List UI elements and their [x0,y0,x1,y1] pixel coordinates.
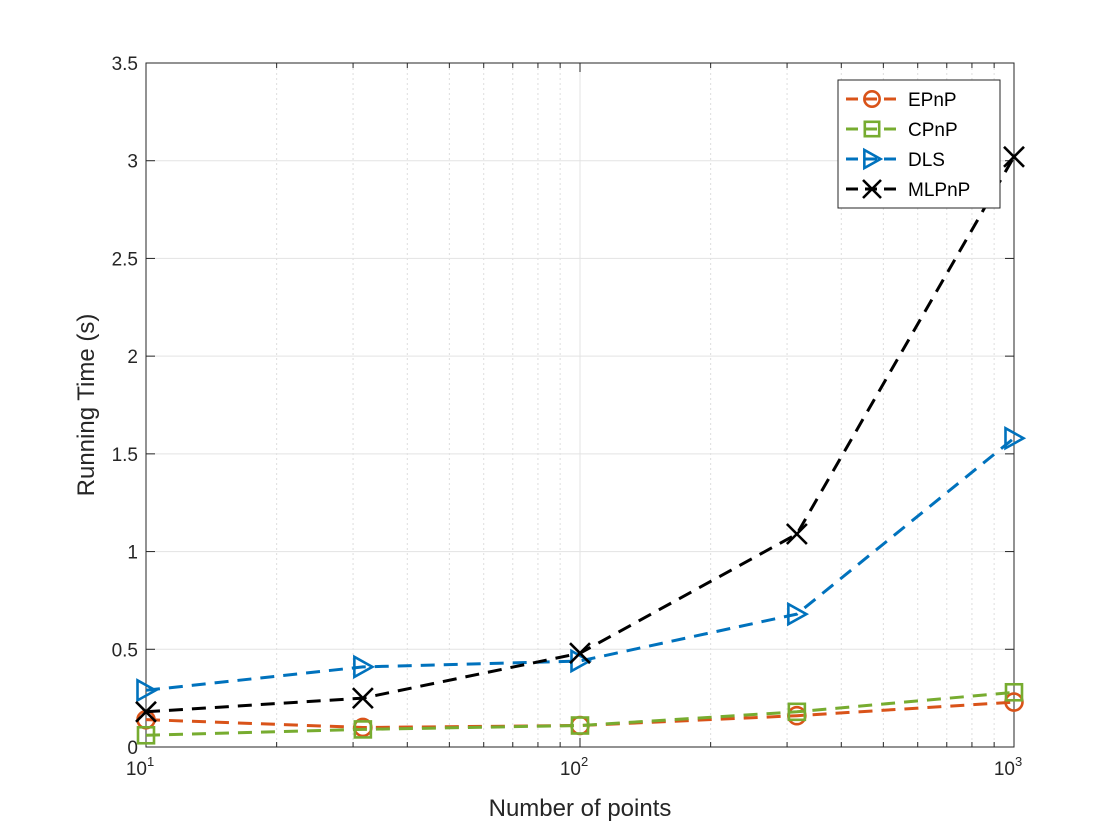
series-dls [136,426,1027,703]
x-tick-label: 103 [994,754,1022,780]
x-tick-label: 102 [560,754,588,780]
legend: EPnP CPnP DLS MLPnP [837,79,1001,209]
cpnp-point [136,725,156,745]
series-mlpnp [135,145,1025,723]
cpnp-point [570,716,590,735]
y-tick-label: 1.5 [112,445,138,466]
marker-stroke [135,700,157,723]
legend-item-mlpnp: MLPnP [846,179,970,201]
mlpnp-point [135,700,157,723]
legend-marker [863,120,881,138]
mlpnp-point [785,523,808,545]
dls-point [136,678,159,703]
x-axis-label: Number of points [489,795,672,822]
mlpnp-point [351,687,374,710]
y-tick-label: 3 [127,152,138,173]
marker-stroke [351,687,374,710]
legend-label: CPnP [908,120,958,141]
cpnp-line [145,690,1015,737]
legend-item-epnp: EPnP [846,90,957,111]
x-tick-label: 101 [126,754,154,780]
y-tick-label: 1 [127,543,138,564]
epnp-point [1004,692,1024,712]
dls-point [353,654,376,680]
legend-item-dls: DLS [846,147,945,171]
legend-label: EPnP [908,90,957,111]
y-tick-label: 0 [127,738,138,759]
axes: 101 102 103 0 0.5 1 1.5 2 2.5 3 3.5 [112,54,1023,780]
cpnp-point [1004,682,1024,702]
marker-stroke [1003,145,1025,168]
y-tick-label: 0.5 [112,640,138,661]
epnp-line [145,700,1015,729]
dls-point [787,601,810,627]
y-tick-label: 2 [127,347,138,368]
marker-stroke [785,523,808,545]
mlpnp-point [569,642,591,665]
cpnp-point [353,720,373,739]
cpnp-point [787,702,807,722]
legend-marker [863,90,881,108]
legend-label: DLS [908,150,945,171]
series-cpnp [136,682,1024,745]
series-group [135,145,1027,745]
y-tick-label: 3.5 [112,54,138,75]
marker-stroke [569,642,591,665]
dls-line [145,437,1015,692]
legend-label: MLPnP [908,180,970,201]
y-tick-label: 2.5 [112,249,138,270]
legend-item-cpnp: CPnP [846,120,958,141]
legend-marker [863,147,884,171]
mlpnp-point [1003,145,1025,168]
marker-stroke [862,179,882,199]
dls-point [1004,426,1027,451]
legend-marker [862,179,882,199]
y-axis-label: Running Time (s) [73,314,100,497]
